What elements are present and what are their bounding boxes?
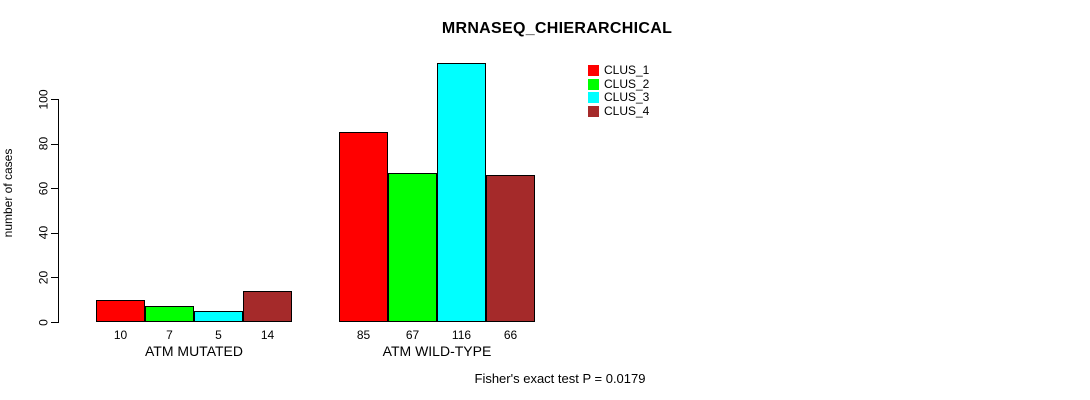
legend-swatch-clus_1 xyxy=(588,65,599,77)
annotation-caption: Fisher's exact test P = 0.0179 xyxy=(474,371,646,386)
legend-label: CLUS_4 xyxy=(604,103,650,118)
bar-value-label: 14 xyxy=(260,328,275,342)
legend-swatch-clus_3 xyxy=(588,92,599,104)
legend-label: CLUS_2 xyxy=(604,76,650,91)
legend-item: CLUS_1 xyxy=(588,64,649,78)
bar-value-label: 66 xyxy=(503,328,518,342)
legend-label: CLUS_3 xyxy=(604,90,650,105)
bar-value-label: 85 xyxy=(356,328,371,342)
legend-item: CLUS_2 xyxy=(588,76,650,92)
legend-label: CLUS_1 xyxy=(604,63,650,78)
bar-clus_4-1 xyxy=(243,290,292,322)
group-label: ATM WILD-TYPE xyxy=(382,343,492,359)
y-tick-mark xyxy=(51,232,58,234)
y-tick-mark xyxy=(51,188,58,190)
y-tick-label: 80 xyxy=(36,136,51,151)
y-axis-line xyxy=(58,99,59,323)
y-tick-mark xyxy=(51,322,58,323)
bar-clus_2-1 xyxy=(145,306,194,322)
bar-clus_2-2 xyxy=(388,172,437,322)
bar-clus_1-1 xyxy=(96,299,145,322)
bar-clus_3-2 xyxy=(437,63,486,322)
y-tick-label: 20 xyxy=(36,270,51,285)
bar-value-label: 67 xyxy=(405,328,420,342)
y-tick-mark xyxy=(51,277,58,279)
legend-item: CLUS_4 xyxy=(588,103,650,119)
bar-clus_1-2 xyxy=(339,132,388,322)
legend-swatch-clus_2 xyxy=(588,78,599,90)
bar-clus_3-1 xyxy=(194,310,243,322)
y-tick-mark xyxy=(51,99,58,100)
legend-item: CLUS_3 xyxy=(588,91,649,105)
group-label: ATM MUTATED xyxy=(145,343,243,359)
chart-title: MRNASEQ_CHIERARCHICAL xyxy=(441,20,673,37)
bar-value-label: 10 xyxy=(113,328,128,342)
y-tick-label: 40 xyxy=(36,226,51,240)
bar-value-label: 116 xyxy=(451,328,472,342)
bar-clus_4-2 xyxy=(486,174,535,322)
y-tick-label: 60 xyxy=(36,181,51,195)
legend: CLUS_1 CLUS_2 CLUS_3 CLUS_4 xyxy=(588,64,649,118)
y-tick-label: 100 xyxy=(36,88,51,110)
y-axis-label: number of cases xyxy=(1,148,15,238)
bar-value-label: 5 xyxy=(215,328,222,342)
y-tick-mark xyxy=(51,143,58,145)
legend-swatch-clus_4 xyxy=(588,105,599,117)
bar-value-label: 7 xyxy=(166,328,173,342)
y-tick-label: 0 xyxy=(36,318,51,326)
